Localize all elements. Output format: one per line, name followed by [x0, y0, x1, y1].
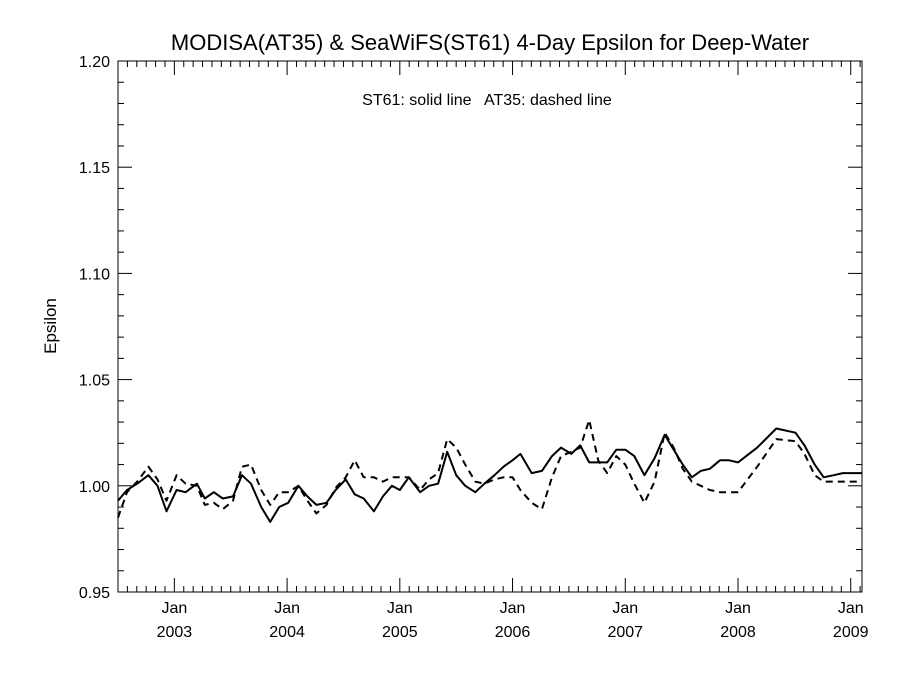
- x-tick-year-label: 2007: [607, 624, 643, 641]
- y-axis-label: Epsilon: [41, 298, 60, 354]
- x-tick-month-label: Jan: [612, 600, 638, 617]
- x-tick-month-label: Jan: [500, 600, 526, 617]
- y-tick-label: 1.00: [79, 479, 110, 496]
- x-tick-year-label: 2008: [720, 624, 756, 641]
- x-tick-year-label: 2004: [269, 624, 305, 641]
- chart-title: MODISA(AT35) & SeaWiFS(ST61) 4-Day Epsil…: [171, 30, 809, 55]
- x-tick-month-label: Jan: [274, 600, 300, 617]
- y-tick-label: 0.95: [79, 585, 110, 602]
- series-layer: [117, 419, 862, 523]
- x-tick-month-label: Jan: [161, 600, 187, 617]
- y-tick-label: 1.10: [79, 266, 110, 283]
- y-tick-label: 1.15: [79, 160, 110, 177]
- x-tick-month-label: Jan: [838, 600, 864, 617]
- x-tick-year-label: 2006: [495, 624, 531, 641]
- x-tick-month-label: Jan: [725, 600, 751, 617]
- x-tick-year-label: 2003: [157, 624, 193, 641]
- x-tick-year-label: 2009: [833, 624, 869, 641]
- y-tick-label: 1.05: [79, 373, 110, 390]
- series-line-st61: [117, 427, 862, 523]
- plot-frame: [117, 60, 863, 593]
- series-legend-annotation: ST61: solid line AT35: dashed line: [362, 92, 612, 109]
- x-tick-year-label: 2005: [382, 624, 418, 641]
- series-line-at35: [117, 419, 862, 519]
- x-axis: Jan 2003 Jan 2004 Jan 2005 Jan 2006 Jan 2007 Jan 20…: [117, 61, 869, 641]
- y-axis: 0.95 1.00 1.05 1.10 1.15 1.20: [79, 54, 862, 602]
- x-tick-month-label: Jan: [387, 600, 413, 617]
- y-tick-label: 1.20: [79, 54, 110, 71]
